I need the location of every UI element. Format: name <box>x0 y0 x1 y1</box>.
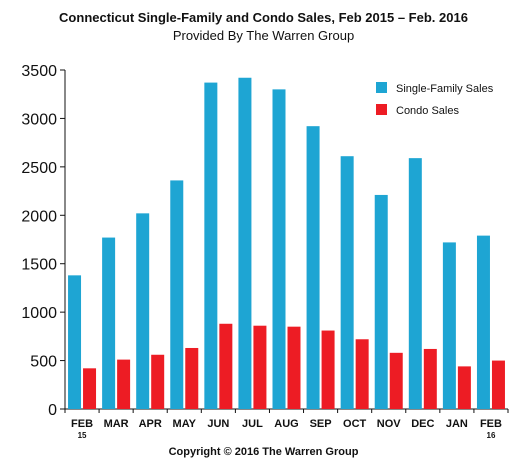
legend-label: Condo Sales <box>396 105 459 117</box>
bar-single-family <box>340 156 354 409</box>
y-axis: 0 500 1000 1500 2000 2500 3000 3500 <box>21 63 66 419</box>
x-tick-label: FEB <box>480 418 502 430</box>
bar-single-family <box>476 235 490 409</box>
x-tick-label: JUL <box>242 418 263 430</box>
bar-condo <box>423 348 437 409</box>
bar-condo <box>253 325 267 409</box>
bar-condo <box>355 339 369 409</box>
bar-condo <box>491 360 505 409</box>
bar-single-family <box>306 126 320 410</box>
x-tick-label: MAR <box>104 418 129 430</box>
bar-single-family <box>238 77 252 410</box>
y-tick-label: 0 <box>48 402 57 419</box>
y-tick-label: 1500 <box>21 257 57 274</box>
bar-single-family <box>204 82 218 409</box>
bar-condo <box>151 354 165 409</box>
x-tick-label: FEB <box>71 418 93 430</box>
x-tick-label: DEC <box>411 418 434 430</box>
bars <box>68 77 505 410</box>
y-tick-label: 2000 <box>21 208 57 225</box>
y-tick-label: 2500 <box>21 160 57 177</box>
x-tick-label: JAN <box>446 418 468 430</box>
legend: Single-Family Sales Condo Sales <box>376 82 494 117</box>
bar-single-family <box>442 242 456 409</box>
x-tick-sublabel: 16 <box>487 431 496 440</box>
bar-condo <box>117 359 131 409</box>
y-tick-label: 1000 <box>21 305 57 322</box>
chart-footer: Copyright © 2016 The Warren Group <box>168 446 359 458</box>
bar-condo <box>457 366 471 409</box>
bar-condo <box>287 326 301 409</box>
y-tick-label: 3500 <box>21 63 57 80</box>
x-tick-label: OCT <box>343 418 367 430</box>
chart-title: Connecticut Single-Family and Condo Sale… <box>59 10 468 25</box>
bar-condo <box>83 368 97 409</box>
bar-condo <box>321 330 335 409</box>
bar-single-family <box>408 158 422 409</box>
y-tick-label: 3000 <box>21 111 57 128</box>
bar-single-family <box>136 213 150 409</box>
bar-condo <box>185 347 199 409</box>
x-tick-sublabel: 15 <box>78 431 87 440</box>
x-tick-label: JUN <box>207 418 229 430</box>
bar-single-family <box>102 237 116 409</box>
x-tick-label: SEP <box>310 418 332 430</box>
legend-label: Single-Family Sales <box>396 83 494 95</box>
legend-swatch <box>376 104 387 115</box>
legend-swatch <box>376 82 387 93</box>
bar-condo <box>219 323 233 409</box>
bar-single-family <box>374 194 388 409</box>
x-tick-label: AUG <box>274 418 298 430</box>
bar-single-family <box>272 89 286 409</box>
x-tick-label: NOV <box>377 418 402 430</box>
chart-subtitle: Provided By The Warren Group <box>172 28 355 43</box>
y-tick-label: 500 <box>30 354 57 371</box>
x-tick-label: APR <box>139 418 162 430</box>
bar-condo <box>389 352 403 409</box>
x-tick-label: MAY <box>173 418 197 430</box>
bar-single-family <box>68 275 82 409</box>
bar-single-family <box>170 180 184 409</box>
